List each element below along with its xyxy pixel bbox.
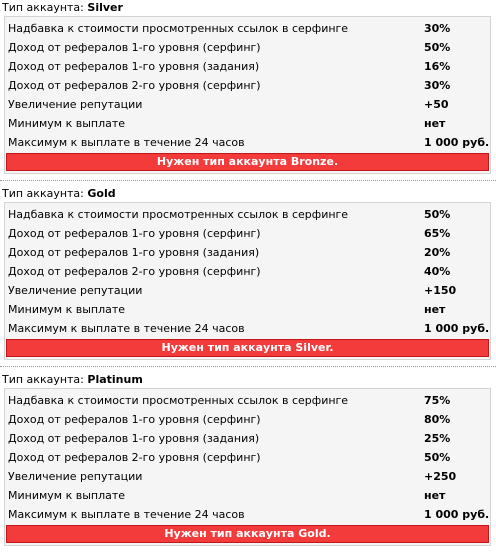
required-account-button[interactable]: Нужен тип аккаунта Gold. — [6, 525, 489, 543]
detail-value: нет — [424, 303, 446, 316]
required-account-button[interactable]: Нужен тип аккаунта Bronze. — [6, 153, 489, 171]
detail-label: Надбавка к стоимости просмотренных ссыло… — [8, 208, 349, 221]
detail-label: Минимум к выплате — [8, 117, 126, 130]
detail-label: Надбавка к стоимости просмотренных ссыло… — [8, 22, 349, 35]
detail-value: нет — [424, 117, 446, 130]
detail-row: Доход от рефералов 1-го уровня (задания)… — [5, 57, 490, 76]
detail-label: Доход от рефералов 1-го уровня (задания) — [8, 246, 260, 259]
detail-value: 75% — [424, 394, 451, 407]
detail-value: 25% — [424, 432, 451, 445]
detail-label: Увеличение репутации — [8, 470, 143, 483]
detail-value: 50% — [424, 451, 451, 464]
detail-value: 30% — [424, 79, 451, 92]
detail-label: Минимум к выплате — [8, 489, 126, 502]
detail-row: Доход от рефералов 1-го уровня (задания)… — [5, 429, 490, 448]
detail-label: Доход от рефералов 1-го уровня (задания) — [8, 432, 260, 445]
account-block-gold: Тип аккаунта: Gold Надбавка к стоимости … — [0, 186, 496, 372]
section-divider — [0, 180, 496, 181]
account-details-panel: Надбавка к стоимости просмотренных ссыло… — [4, 388, 491, 546]
detail-row: Доход от рефералов 2-го уровня (серфинг)… — [5, 262, 490, 281]
detail-label: Максимум к выплате в течение 24 часов — [8, 508, 245, 521]
detail-label: Доход от рефералов 2-го уровня (серфинг) — [8, 451, 261, 464]
detail-label: Максимум к выплате в течение 24 часов — [8, 136, 245, 149]
account-type-title: Тип аккаунта: Platinum — [0, 372, 496, 388]
detail-value: нет — [424, 489, 446, 502]
detail-value: 30% — [424, 22, 451, 35]
account-type-name: Platinum — [87, 373, 143, 386]
detail-value: 50% — [424, 41, 451, 54]
detail-row: Максимум к выплате в течение 24 часов 1 0… — [5, 319, 490, 338]
detail-value: 65% — [424, 227, 451, 240]
detail-row: Увеличение репутации +50 — [5, 95, 490, 114]
account-type-name: Gold — [87, 187, 116, 200]
detail-row: Минимум к выплате нет — [5, 114, 490, 133]
detail-value: 50% — [424, 208, 451, 221]
account-type-title: Тип аккаунта: Gold — [0, 186, 496, 202]
detail-label: Доход от рефералов 1-го уровня (серфинг) — [8, 413, 261, 426]
detail-label: Минимум к выплате — [8, 303, 126, 316]
detail-label: Надбавка к стоимости просмотренных ссыло… — [8, 394, 349, 407]
detail-value: +50 — [424, 98, 449, 111]
account-details-panel: Надбавка к стоимости просмотренных ссыло… — [4, 202, 491, 360]
required-account-button[interactable]: Нужен тип аккаунта Silver. — [6, 339, 489, 357]
detail-label: Увеличение репутации — [8, 98, 143, 111]
detail-row: Доход от рефералов 1-го уровня (серфинг)… — [5, 410, 490, 429]
account-block-silver: Тип аккаунта: Silver Надбавка к стоимост… — [0, 0, 496, 186]
detail-row: Доход от рефералов 2-го уровня (серфинг)… — [5, 448, 490, 467]
account-type-name: Silver — [87, 1, 123, 14]
detail-row: Доход от рефералов 1-го уровня (серфинг)… — [5, 38, 490, 57]
detail-row: Надбавка к стоимости просмотренных ссыло… — [5, 391, 490, 410]
detail-label: Доход от рефералов 1-го уровня (задания) — [8, 60, 260, 73]
detail-row: Минимум к выплате нет — [5, 300, 490, 319]
detail-label: Доход от рефералов 1-го уровня (серфинг) — [8, 227, 261, 240]
detail-row: Максимум к выплате в течение 24 часов 1 0… — [5, 505, 490, 524]
account-type-title: Тип аккаунта: Silver — [0, 0, 496, 16]
detail-value: 1 000 руб. — [424, 508, 490, 521]
detail-row: Надбавка к стоимости просмотренных ссыло… — [5, 19, 490, 38]
detail-row: Надбавка к стоимости просмотренных ссыло… — [5, 205, 490, 224]
account-details-panel: Надбавка к стоимости просмотренных ссыло… — [4, 16, 491, 174]
detail-value: +150 — [424, 284, 457, 297]
detail-value: 40% — [424, 265, 451, 278]
detail-row: Максимум к выплате в течение 24 часов 1 0… — [5, 133, 490, 152]
detail-value: 1 000 руб. — [424, 322, 490, 335]
detail-value: 80% — [424, 413, 451, 426]
detail-row: Увеличение репутации +150 — [5, 281, 490, 300]
detail-value: 16% — [424, 60, 451, 73]
detail-label: Увеличение репутации — [8, 284, 143, 297]
detail-row: Минимум к выплате нет — [5, 486, 490, 505]
account-type-prefix: Тип аккаунта: — [2, 373, 88, 386]
detail-value: +250 — [424, 470, 457, 483]
detail-label: Доход от рефералов 1-го уровня (серфинг) — [8, 41, 261, 54]
detail-row: Доход от рефералов 2-го уровня (серфинг)… — [5, 76, 490, 95]
detail-label: Доход от рефералов 2-го уровня (серфинг) — [8, 79, 261, 92]
account-block-platinum: Тип аккаунта: Platinum Надбавка к стоимо… — [0, 372, 496, 558]
detail-label: Доход от рефералов 2-го уровня (серфинг) — [8, 265, 261, 278]
detail-row: Увеличение репутации +250 — [5, 467, 490, 486]
detail-label: Максимум к выплате в течение 24 часов — [8, 322, 245, 335]
detail-value: 1 000 руб. — [424, 136, 490, 149]
account-type-prefix: Тип аккаунта: — [2, 187, 88, 200]
account-type-prefix: Тип аккаунта: — [2, 1, 88, 14]
detail-row: Доход от рефералов 1-го уровня (задания)… — [5, 243, 490, 262]
detail-row: Доход от рефералов 1-го уровня (серфинг)… — [5, 224, 490, 243]
section-divider — [0, 366, 496, 367]
detail-value: 20% — [424, 246, 451, 259]
